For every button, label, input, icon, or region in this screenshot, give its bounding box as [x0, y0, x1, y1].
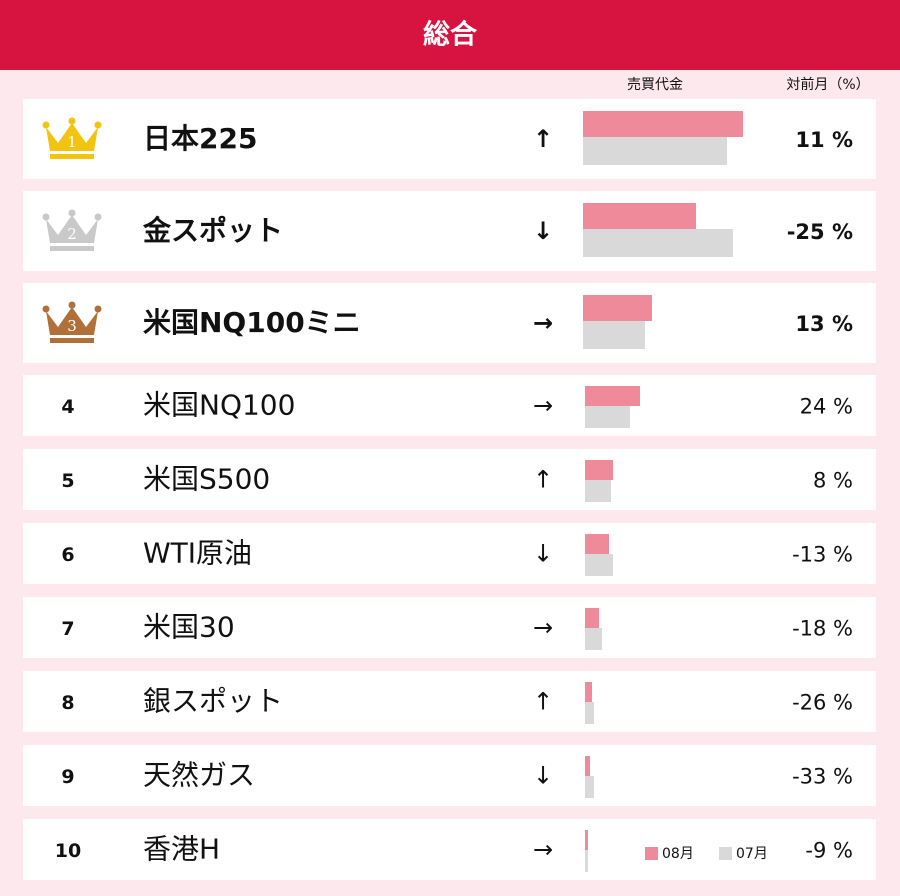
crown	[46, 123, 98, 151]
change: -18 %	[792, 617, 853, 641]
bar-current	[585, 830, 588, 850]
trend-arrow: ↑	[533, 125, 553, 153]
bar-previous	[583, 229, 733, 257]
bar-previous	[585, 702, 594, 724]
change: -13 %	[792, 543, 853, 567]
bar-previous	[585, 776, 594, 798]
crown-jewel	[94, 305, 102, 313]
name: 米国NQ100	[143, 389, 295, 422]
name: 米国S500	[143, 463, 270, 496]
column-change: 対前月（%）	[786, 76, 869, 93]
crown-jewel	[42, 305, 50, 313]
name: WTI原油	[143, 537, 252, 570]
name: 米国NQ100ミニ	[143, 306, 361, 339]
bar-current	[583, 111, 743, 137]
legend-swatch	[719, 847, 732, 860]
crown-jewel	[68, 117, 76, 125]
bar-current	[585, 534, 609, 554]
row	[23, 283, 876, 363]
crown-base	[50, 246, 94, 251]
bar-previous	[585, 628, 602, 650]
bar-current	[585, 460, 613, 480]
crown-base	[50, 338, 94, 343]
row	[23, 375, 876, 436]
bar-previous	[585, 480, 611, 502]
rank: 6	[61, 544, 74, 566]
change: -25 %	[787, 220, 853, 244]
crown-jewel	[68, 209, 76, 217]
trend-arrow: →	[533, 392, 553, 420]
change: -26 %	[792, 691, 853, 715]
change: 8 %	[813, 469, 853, 493]
bar-previous	[585, 554, 613, 576]
name: 香港H	[143, 833, 220, 866]
crown	[46, 307, 98, 335]
name: 銀スポット	[143, 685, 283, 718]
name: 金スポット	[142, 214, 283, 247]
trend-arrow: ↓	[533, 217, 553, 245]
crown-jewel	[94, 121, 102, 129]
row	[23, 449, 876, 510]
header-bar	[0, 0, 900, 70]
name: 米国30	[143, 611, 235, 644]
trend-arrow: ↑	[533, 466, 553, 494]
change: 11 %	[795, 128, 853, 152]
name: 日本225	[143, 122, 257, 155]
trend-arrow: →	[533, 309, 553, 337]
bar-previous	[585, 406, 630, 428]
row	[23, 191, 876, 271]
row	[23, 597, 876, 658]
crown	[46, 215, 98, 243]
crown-base	[50, 154, 94, 159]
trend-arrow: ↑	[533, 688, 553, 716]
crown-jewel	[68, 301, 76, 309]
legend-swatch	[645, 847, 658, 860]
row	[23, 523, 876, 584]
change: -9 %	[805, 839, 853, 863]
rank: 2	[67, 225, 77, 243]
crown-jewel	[94, 213, 102, 221]
rank: 3	[67, 317, 77, 335]
rank: 7	[61, 618, 74, 640]
bar-current	[585, 682, 592, 702]
crown-jewel	[42, 213, 50, 221]
column-volume: 売買代金	[627, 77, 683, 93]
change: -33 %	[792, 765, 853, 789]
bar-current	[585, 608, 599, 628]
change: 24 %	[800, 395, 853, 419]
rank: 9	[61, 766, 74, 788]
trend-arrow: →	[533, 836, 553, 864]
rank: 10	[55, 840, 81, 862]
row	[23, 671, 876, 732]
bar-current	[583, 203, 696, 229]
bar-previous	[583, 321, 645, 349]
rank: 4	[61, 396, 74, 418]
change: 13 %	[795, 312, 853, 336]
rank: 8	[61, 692, 74, 714]
row	[23, 819, 876, 880]
rank: 1	[67, 133, 77, 151]
bar-current	[583, 295, 652, 321]
trend-arrow: →	[533, 614, 553, 642]
crown-jewel	[42, 121, 50, 129]
rank: 5	[61, 470, 74, 492]
bar-previous	[585, 850, 588, 872]
header-title: 総合	[423, 19, 477, 51]
bar-current	[585, 756, 590, 776]
bar-previous	[583, 137, 727, 165]
trend-arrow: ↓	[533, 762, 553, 790]
name: 天然ガス	[143, 759, 255, 792]
row	[23, 745, 876, 806]
trend-arrow: ↓	[533, 540, 553, 568]
legend-label: 08月	[662, 846, 694, 862]
bar-current	[585, 386, 640, 406]
legend-label: 07月	[736, 846, 768, 862]
